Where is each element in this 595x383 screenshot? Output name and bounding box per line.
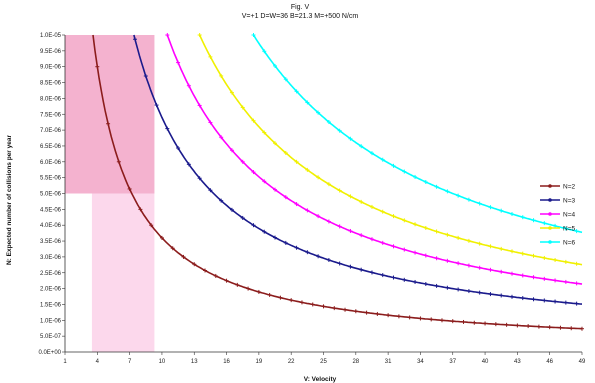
series-line-4 (198, 34, 583, 266)
y-tick-label: 1.0E-06 (40, 318, 62, 324)
y-tick-label: 6.5E-06 (40, 144, 62, 150)
legend-marker (548, 240, 552, 244)
x-tick-label: 43 (514, 359, 521, 365)
legend-marker (548, 226, 552, 230)
highlight-region-1 (65, 35, 155, 194)
legend-label: N=5 (563, 225, 575, 232)
series-line-3 (166, 34, 583, 285)
y-tick-label: 7.0E-06 (40, 128, 62, 134)
y-tick-label: 3.0E-06 (40, 255, 62, 261)
legend-label: N=4 (563, 211, 575, 218)
x-axis-label: V: Velocity (304, 376, 337, 383)
highlight-regions (65, 35, 155, 352)
x-tick-label: 28 (352, 359, 359, 365)
x-tick-label: 37 (449, 359, 456, 365)
y-tick-label: 0.0E+00 (38, 350, 61, 356)
y-tick-label: 8.5E-06 (40, 81, 62, 87)
x-tick-label: 22 (288, 359, 295, 365)
legend-label: N=3 (563, 197, 575, 204)
series-line-2 (133, 34, 583, 305)
y-axis: 0.0E+00 5.0E-07 1.0E-06 1.5E-06 2.0E-06 2.5E-… (38, 33, 66, 356)
y-axis-label: N: Expected number of collisions per yea… (6, 135, 13, 266)
y-tick-label: 8.0E-06 (40, 96, 62, 102)
x-tick-label: 46 (546, 359, 553, 365)
y-tick-label: 4.0E-06 (40, 223, 62, 229)
y-tick-label: 5.5E-06 (40, 176, 62, 182)
x-tick-label: 7 (128, 359, 132, 365)
series-line-5 (252, 34, 583, 234)
x-tick-label: 49 (579, 359, 586, 365)
x-tick-label: 4 (96, 359, 100, 365)
x-tick-label: 34 (417, 359, 424, 365)
chart-subtitle: V=+1 D=W=36 B=21.3 M=+500 N/cm (242, 13, 359, 20)
legend-label: N=6 (563, 239, 575, 246)
x-tick-label: 25 (320, 359, 327, 365)
y-tick-label: 4.5E-06 (40, 207, 62, 213)
x-tick-label: 1 (63, 359, 67, 365)
y-tick-label: 7.5E-06 (40, 112, 62, 118)
chart-title: Fig. V (291, 4, 310, 11)
y-tick-label: 2.5E-06 (40, 271, 62, 277)
y-tick-label: 1.5E-06 (40, 302, 62, 308)
y-tick-label: 9.0E-06 (40, 65, 62, 71)
legend-marker (548, 212, 552, 216)
y-tick-label: 9.5E-06 (40, 49, 62, 55)
x-tick-label: 40 (482, 359, 489, 365)
x-tick-label: 19 (256, 359, 263, 365)
y-tick-label: 2.0E-06 (40, 287, 62, 293)
x-tick-label: 31 (385, 359, 392, 365)
legend: N=2 N=3 N=4 N=5 N=6 (540, 183, 575, 246)
x-tick-label: 13 (191, 359, 198, 365)
series-lines (92, 33, 584, 331)
series-line-1 (92, 34, 583, 330)
y-tick-label: 5.0E-07 (40, 334, 62, 340)
x-axis: 1 4 7 10 13 16 19 22 25 28 31 34 37 40 43 46 49 (63, 351, 586, 365)
y-tick-label: 5.0E-06 (40, 192, 62, 198)
x-tick-label: 10 (159, 359, 166, 365)
legend-marker (548, 184, 552, 188)
y-tick-label: 6.0E-06 (40, 160, 62, 166)
legend-marker (548, 198, 552, 202)
legend-label: N=2 (563, 183, 575, 190)
y-tick-label: 1.0E-05 (40, 33, 62, 39)
x-tick-label: 16 (223, 359, 230, 365)
y-tick-label: 3.5E-06 (40, 239, 62, 245)
